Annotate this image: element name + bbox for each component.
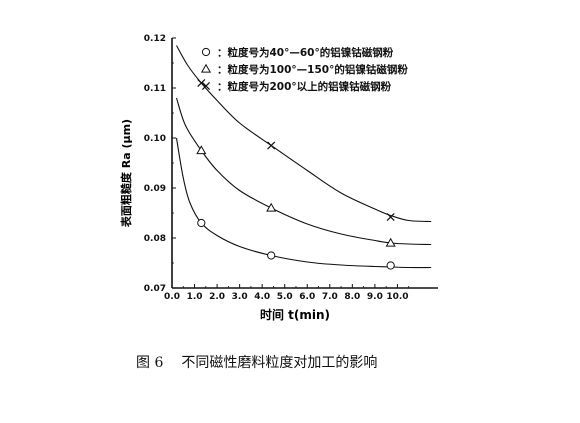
legend-label: ：粒度号为200°以上的铝镍钴磁钢粉	[217, 80, 392, 93]
legend: ：粒度号为40°—60°的铝镍钴磁钢粉 ：粒度号为100°—150°的铝镍钴磁钢粉…	[200, 46, 408, 93]
x-tick-label: 8.0	[344, 292, 360, 302]
series-cross	[176, 45, 432, 223]
data-point	[197, 218, 206, 228]
caption-text: 不同磁性磨料粒度对加工的影响	[181, 355, 378, 371]
x-tick-label: 6.0	[299, 292, 315, 302]
x-tick-label: 7.0	[322, 292, 338, 302]
y-axis-ticks: 0.07 0.08 0.09 0.10 0.11 0.12	[144, 34, 176, 294]
y-tick-label: 0.10	[144, 134, 166, 144]
data-point	[267, 251, 276, 260]
data-point	[267, 141, 276, 150]
series-line	[175, 97, 432, 246]
data-point	[386, 261, 395, 270]
x-tick-label: 1.0	[187, 292, 203, 302]
data-point	[266, 202, 277, 212]
legend-label: ：粒度号为100°—150°的铝镍钴磁钢粉	[217, 63, 408, 76]
y-tick-label: 0.12	[144, 34, 166, 44]
y-tick-label: 0.07	[144, 284, 166, 294]
caption-number: 图 6	[136, 355, 164, 371]
legend-marker-cross	[201, 81, 211, 91]
series-line	[175, 137, 432, 269]
x-tick-label: 3.0	[232, 292, 248, 302]
y-tick-label: 0.11	[144, 84, 166, 94]
y-tick-label: 0.09	[144, 184, 166, 194]
y-axis-title: 表面粗糙度 Ra (μm)	[119, 119, 133, 228]
series-circle	[175, 137, 432, 270]
y-tick-label: 0.08	[144, 234, 166, 244]
data-point	[196, 145, 207, 155]
figure-caption: 图 6 不同磁性磨料粒度对加工的影响	[136, 352, 377, 372]
x-tick-label: 5.0	[277, 292, 293, 302]
x-axis-title: 时间 t(min)	[260, 307, 330, 322]
x-axis-ticks: 0.0 1.0 2.0 3.0 4.0 5.0 6.0 7.0 8.0 9.0 10.0	[164, 284, 410, 302]
series-triangle	[175, 97, 432, 247]
data-point	[197, 78, 206, 88]
series-layer	[175, 45, 432, 270]
x-tick-label: 2.0	[209, 292, 225, 302]
legend-label: ：粒度号为40°—60°的铝镍钴磁钢粉	[217, 46, 394, 59]
legend-marker-triangle	[200, 63, 212, 73]
x-tick-label: 4.0	[254, 292, 270, 302]
chart: 0.0 1.0 2.0 3.0 4.0 5.0 6.0 7.0 8.0 9.0 10.0 0.070…	[119, 34, 438, 322]
x-tick-label: 9.0	[367, 292, 383, 302]
x-tick-label: 10.0	[386, 292, 408, 302]
x-tick-label: 0.0	[164, 292, 180, 302]
data-point	[386, 212, 395, 222]
data-point	[385, 237, 396, 247]
legend-marker-circle	[201, 47, 211, 57]
